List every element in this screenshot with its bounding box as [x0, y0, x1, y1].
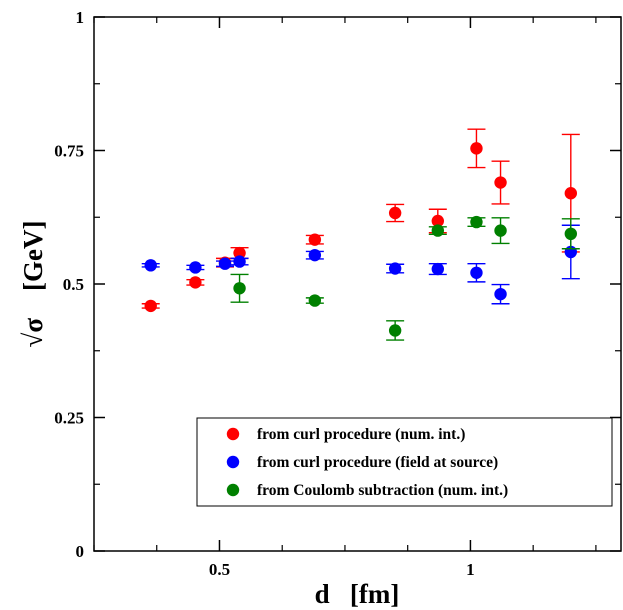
- legend: from curl procedure (num. int.) from curl…: [196, 417, 613, 507]
- y-axis-title: √σ [GeV]: [18, 221, 48, 348]
- point-marker: [388, 262, 402, 275]
- data-point: [491, 283, 510, 305]
- data-point: [386, 320, 405, 341]
- data-point: [561, 218, 580, 250]
- data-point: [141, 299, 160, 313]
- y-tick-label: 0.5: [63, 275, 84, 294]
- data-point: [230, 273, 249, 303]
- y-tick-label: 0: [76, 542, 85, 561]
- point-marker: [494, 287, 507, 301]
- point-marker: [564, 227, 578, 241]
- point-marker: [431, 224, 445, 237]
- point-marker: [308, 294, 322, 307]
- legend-marker: [226, 483, 240, 497]
- series-3: [230, 215, 580, 341]
- y-tick-label: 1: [76, 8, 85, 27]
- legend-marker: [226, 427, 240, 441]
- legend-label: from curl procedure (field at source): [257, 454, 498, 471]
- point-marker: [308, 233, 322, 246]
- point-marker: [218, 257, 232, 270]
- data-point: [305, 248, 324, 262]
- x-tick-label: 1: [466, 560, 475, 579]
- x-axis-title: d [fm]: [315, 579, 400, 609]
- data-point: [428, 262, 447, 276]
- data-point: [467, 215, 486, 229]
- data-point: [186, 276, 205, 289]
- data-point: [186, 261, 205, 274]
- point-marker: [189, 261, 202, 274]
- legend-label: from curl procedure (num. int.): [257, 426, 465, 443]
- point-marker: [233, 246, 246, 260]
- data-point: [428, 224, 447, 237]
- point-marker: [144, 299, 157, 313]
- point-marker: [431, 262, 445, 276]
- axis-ticks: 0.5 1 0 0.25 0.5 0.75 1: [54, 8, 621, 579]
- series-2: [141, 224, 580, 305]
- y-tick-label: 0.25: [54, 409, 84, 428]
- point-marker: [470, 142, 483, 155]
- legend-box: [196, 417, 613, 507]
- legend-label: from Coulomb subtraction (num. int.): [257, 482, 508, 499]
- point-marker: [308, 248, 322, 262]
- point-marker: [470, 266, 483, 279]
- data-point: [141, 259, 160, 272]
- point-marker: [233, 282, 246, 295]
- legend-items: from curl procedure (num. int.) from curl…: [226, 426, 508, 499]
- point-marker: [564, 187, 578, 200]
- x-tick-label: 0.5: [209, 560, 230, 579]
- data-points: [141, 128, 580, 341]
- point-marker: [144, 259, 157, 272]
- data-point: [467, 128, 486, 169]
- point-marker: [233, 255, 246, 268]
- data-point: [491, 160, 510, 205]
- point-marker: [494, 176, 507, 189]
- point-marker: [388, 206, 402, 220]
- series-1: [141, 128, 580, 313]
- point-marker: [494, 224, 507, 237]
- point-marker: [189, 276, 202, 289]
- point-marker: [470, 215, 483, 229]
- data-point: [467, 263, 486, 283]
- data-point: [491, 217, 510, 245]
- point-marker: [388, 324, 402, 337]
- data-point: [305, 233, 324, 246]
- point-marker: [431, 214, 445, 228]
- data-point: [386, 203, 405, 223]
- y-tick-label: 0.75: [54, 142, 84, 161]
- data-point: [230, 255, 249, 268]
- data-point: [305, 294, 324, 307]
- data-point: [386, 262, 405, 275]
- legend-marker: [226, 455, 240, 469]
- data-point: [215, 257, 234, 270]
